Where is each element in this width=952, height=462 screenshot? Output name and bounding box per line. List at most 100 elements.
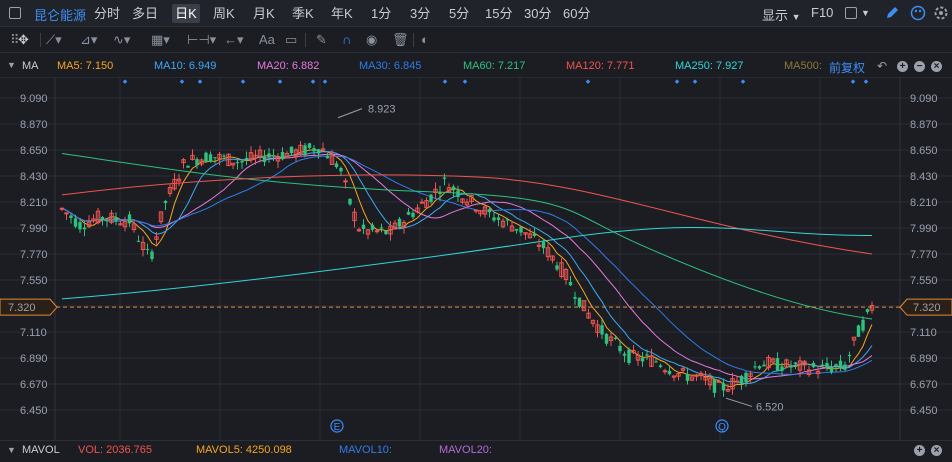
candle-body-up <box>662 370 668 373</box>
candle-body-up <box>815 370 821 375</box>
close-volume-icon[interactable]: × <box>931 445 942 456</box>
y-axis-label-left: 6.450 <box>20 405 48 417</box>
candle-body-down <box>757 366 762 369</box>
collapse-icon[interactable]: ▼ <box>7 445 16 455</box>
range-tool-icon[interactable]: ⊢⊣▾ <box>187 32 217 47</box>
f10-button[interactable]: F10 <box>811 5 834 20</box>
pen-icon[interactable] <box>884 5 900 21</box>
candle-body-down <box>613 337 618 339</box>
ma30-line <box>61 155 873 375</box>
drag-handle-icon[interactable]: ⠿ <box>10 32 20 47</box>
toolbar-divider <box>413 33 414 47</box>
candle-body-down <box>397 218 402 227</box>
candle-body-down <box>316 149 321 154</box>
tab-multi-day[interactable]: 多日 <box>132 6 159 21</box>
candlestick-chart[interactable]: 9.090 9.090 8.870 8.870 8.650 8.650 8.430 8.430… <box>0 78 952 440</box>
tab-5min[interactable]: 5分 <box>449 6 470 21</box>
tab-60min[interactable]: 60分 <box>563 6 591 21</box>
candle-body-up <box>559 262 564 278</box>
candle-body-down <box>721 383 726 391</box>
settings-icon[interactable] <box>933 5 949 21</box>
candle-body-up <box>59 207 65 210</box>
display-menu[interactable]: 显示 ▼ <box>762 8 801 23</box>
palette-icon[interactable] <box>910 5 926 21</box>
candle-body-down <box>780 366 784 371</box>
arrow-tool-icon[interactable]: ←▾ <box>224 32 244 47</box>
candle-body-down <box>334 163 339 168</box>
sidebar-toggle-icon[interactable] <box>9 7 21 19</box>
wave-tool-icon[interactable]: ∿▾ <box>113 32 131 47</box>
add-volume-icon[interactable]: + <box>914 445 925 456</box>
stock-name[interactable]: 昆仑能源 <box>34 8 87 23</box>
tab-30min[interactable]: 30分 <box>524 6 552 21</box>
trash-icon[interactable]: 🗑 <box>392 32 409 47</box>
chevron-down-icon[interactable]: ▼ <box>861 8 870 18</box>
line-tool-icon[interactable]: ⟋▾ <box>46 32 62 47</box>
candle-body-down <box>541 241 546 249</box>
candle-body-down <box>622 353 627 356</box>
candle-body-up <box>446 187 452 193</box>
add-indicator-icon[interactable]: + <box>897 61 908 72</box>
mavol-main-label[interactable]: MAVOL <box>22 444 60 456</box>
candle-body-up <box>545 247 551 258</box>
eraser-icon[interactable]: ✎ <box>316 32 327 47</box>
tab-monthly-k[interactable]: 月K <box>253 6 275 21</box>
adjust-mode-button[interactable]: 前复权 <box>829 61 866 75</box>
candle-body-down <box>712 379 717 393</box>
candle-body-up <box>253 154 258 159</box>
collapse-icon[interactable]: ▼ <box>7 60 16 70</box>
signal-dot <box>462 79 468 84</box>
y-axis-label-right: 8.870 <box>910 119 938 131</box>
candle-body-down <box>762 364 766 367</box>
channel-tool-icon[interactable]: ⊿▾ <box>80 32 98 47</box>
tab-yearly-k[interactable]: 年K <box>331 6 353 21</box>
ma20-line <box>61 153 873 380</box>
tab-daily-k[interactable]: 日K <box>172 4 200 23</box>
ma-indicator-bar: ▼ MA MA5: 7.150 MA10: 6.949 MA20: 6.882 … <box>0 54 952 78</box>
candle-body-down <box>136 240 141 242</box>
candle-body-up <box>217 153 222 159</box>
magnet-icon[interactable]: ∩ <box>342 32 352 47</box>
candle-body-up <box>401 221 407 228</box>
remove-indicator-icon[interactable]: − <box>914 61 925 72</box>
eye-icon[interactable]: ◉ <box>366 32 378 47</box>
tab-3min[interactable]: 3分 <box>410 6 431 21</box>
candle-body-down <box>379 227 384 229</box>
candle-body-down <box>280 152 285 160</box>
tab-15min[interactable]: 15分 <box>485 6 513 21</box>
candle-body-up <box>563 269 569 281</box>
checkbox-icon[interactable] <box>845 7 857 19</box>
y-axis-label-left: 8.210 <box>20 197 48 209</box>
candle-body-up <box>257 149 263 157</box>
toggle-icon[interactable]: ◐ <box>421 32 429 47</box>
candle-body-down <box>195 159 199 166</box>
candle-body-down <box>514 228 519 231</box>
fib-tool-icon[interactable]: ▦▾ <box>151 32 170 47</box>
candle-body-down <box>325 155 330 159</box>
candle-body-down <box>78 222 82 230</box>
candle-body-up <box>725 388 731 392</box>
signal-dot <box>850 79 856 84</box>
crosshair-icon[interactable]: ✥ <box>18 32 29 47</box>
tab-1min[interactable]: 1分 <box>371 6 392 21</box>
comment-tool-icon[interactable]: ▭ <box>285 32 298 47</box>
text-tool-icon[interactable]: Aa <box>259 32 275 47</box>
candle-body-down <box>555 265 559 270</box>
y-axis-label-left: 9.090 <box>20 93 48 105</box>
ma10-line <box>61 151 873 385</box>
ma-main-label[interactable]: MA <box>22 60 39 72</box>
signal-dot <box>863 79 869 84</box>
candle-body-down <box>271 155 276 157</box>
close-indicator-icon[interactable]: × <box>931 61 942 72</box>
undo-icon[interactable]: ↶ <box>877 59 888 73</box>
ma120-value: MA120: 7.771 <box>566 60 635 72</box>
tab-intraday[interactable]: 分时 <box>94 6 121 21</box>
candle-body-up <box>523 232 528 235</box>
candle-body-down <box>847 354 852 357</box>
candle-body-up <box>199 159 204 165</box>
candle-body-down <box>505 219 510 221</box>
tab-quarterly-k[interactable]: 季K <box>292 6 314 21</box>
candle-body-down <box>267 153 271 158</box>
candle-body-down <box>487 209 492 213</box>
tab-weekly-k[interactable]: 周K <box>213 6 235 21</box>
